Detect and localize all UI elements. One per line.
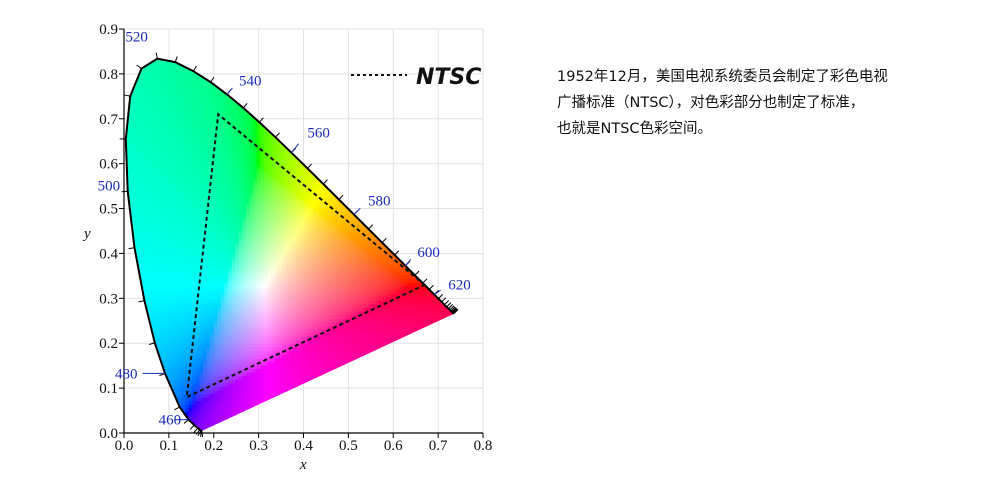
- wavelength-label-580: 580: [368, 194, 391, 210]
- x-tick-label: 0.5: [339, 438, 358, 454]
- locus-tick: [210, 76, 215, 83]
- locus-tick: [446, 302, 452, 308]
- locus-tick: [195, 429, 201, 435]
- y-tick-label: 0.2: [99, 336, 118, 352]
- locus-tick: [200, 430, 202, 437]
- x-tick-label: 0.8: [474, 438, 493, 454]
- locus-tick: [258, 117, 264, 123]
- locus-tick: [438, 294, 443, 299]
- wavelength-label-600: 600: [417, 245, 440, 261]
- wavelength-label-500: 500: [98, 178, 121, 194]
- locus-tick: [136, 64, 142, 69]
- locus-tick: [155, 52, 158, 59]
- wavelength-leader: [291, 143, 300, 153]
- wavelength-label-520: 520: [125, 30, 148, 46]
- wavelength-label-560: 560: [307, 126, 330, 142]
- locus-tick: [451, 307, 457, 313]
- locus-tick: [307, 163, 312, 169]
- locus-tick: [174, 406, 180, 411]
- locus-tick: [148, 342, 155, 346]
- y-tick-label: 0.4: [99, 246, 118, 262]
- ntsc-gamut-layer: [185, 112, 427, 399]
- y-axis-label: y: [82, 226, 91, 242]
- description-text: 1952年12月，美国电视系统委员会制定了彩色电视 广播标准（NTSC），对色彩…: [557, 64, 937, 142]
- y-tick-label: 0.6: [99, 157, 118, 173]
- locus-tick: [193, 427, 199, 433]
- locus-tick: [444, 300, 450, 306]
- locus-tick: [128, 247, 135, 250]
- locus-tick: [242, 102, 248, 109]
- locus-tick: [450, 306, 456, 312]
- locus-tick: [414, 270, 420, 276]
- locus-tick: [124, 94, 131, 97]
- y-tick-label: 0.9: [99, 22, 118, 38]
- locus-tick: [183, 419, 189, 424]
- y-tick-label: 0.1: [99, 381, 118, 397]
- x-tick-label: 0.0: [115, 438, 134, 454]
- x-tick-label: 0.3: [249, 438, 268, 454]
- locus-tick: [275, 132, 280, 138]
- locus-tick: [192, 65, 197, 72]
- locus-tick: [448, 304, 454, 310]
- legend-label: NTSC: [416, 65, 481, 90]
- legend: NTSC: [351, 65, 481, 90]
- axes: 0.0 0.1 0.2 0.3 0.4 0.5 0.6 0.7 0.8 0.0 0.1 0.2 0.3 0…: [99, 22, 492, 454]
- ntsc-gamut-triangle: [185, 112, 427, 399]
- wavelength-labels: 460 480 500 520 540 560 580 600 620: [98, 30, 471, 429]
- y-tick-label: 0.0: [99, 426, 118, 442]
- wavelength-label-620: 620: [448, 278, 471, 294]
- x-tick-label: 0.6: [384, 438, 403, 454]
- description-line-3: 也就是NTSC色彩空间。: [557, 121, 713, 137]
- description-line-2: 广播标准（NTSC），对色彩部分也制定了标准，: [557, 95, 865, 111]
- y-tick-label: 0.5: [99, 202, 118, 218]
- locus-tick: [449, 305, 455, 311]
- description-line-1: 1952年12月，美国电视系统委员会制定了彩色电视: [557, 69, 888, 85]
- x-tick-label: 0.4: [294, 438, 313, 454]
- locus-tick: [322, 179, 328, 185]
- x-axis-label: x: [299, 457, 307, 473]
- locus-tick: [428, 284, 434, 290]
- locus-tick: [138, 300, 145, 303]
- x-tick-label: 0.7: [429, 438, 448, 454]
- wavelength-leader: [353, 207, 361, 215]
- locus-tick: [381, 237, 387, 243]
- wavelength-label-480: 480: [115, 366, 138, 382]
- y-tick-label: 0.3: [99, 291, 118, 307]
- chromaticity-fill: [125, 58, 454, 431]
- locus-tick: [338, 194, 344, 200]
- locus-tick: [368, 224, 374, 230]
- wavelength-leader: [434, 289, 441, 296]
- x-tick-label: 0.1: [160, 438, 179, 454]
- cie-chromaticity-chart: 0.0 0.1 0.2 0.3 0.4 0.5 0.6 0.7 0.8 0.0 0.1 0.2 0.3 0…: [82, 22, 492, 473]
- x-tick-label: 0.2: [204, 438, 223, 454]
- locus-tick: [451, 307, 457, 313]
- wavelength-leader: [226, 87, 233, 95]
- wavelength-leader: [404, 259, 412, 267]
- wavelength-label-540: 540: [239, 73, 262, 89]
- locus-tick: [394, 250, 400, 256]
- locus-tick: [174, 56, 178, 63]
- locus-tick: [453, 309, 459, 315]
- wavelength-label-460: 460: [159, 413, 182, 429]
- locus-tick: [441, 297, 447, 303]
- locus-tick: [201, 430, 204, 437]
- y-tick-label: 0.8: [99, 67, 118, 83]
- locus-tick: [189, 424, 195, 430]
- locus-tick: [422, 278, 428, 284]
- y-tick-label: 0.7: [99, 112, 118, 128]
